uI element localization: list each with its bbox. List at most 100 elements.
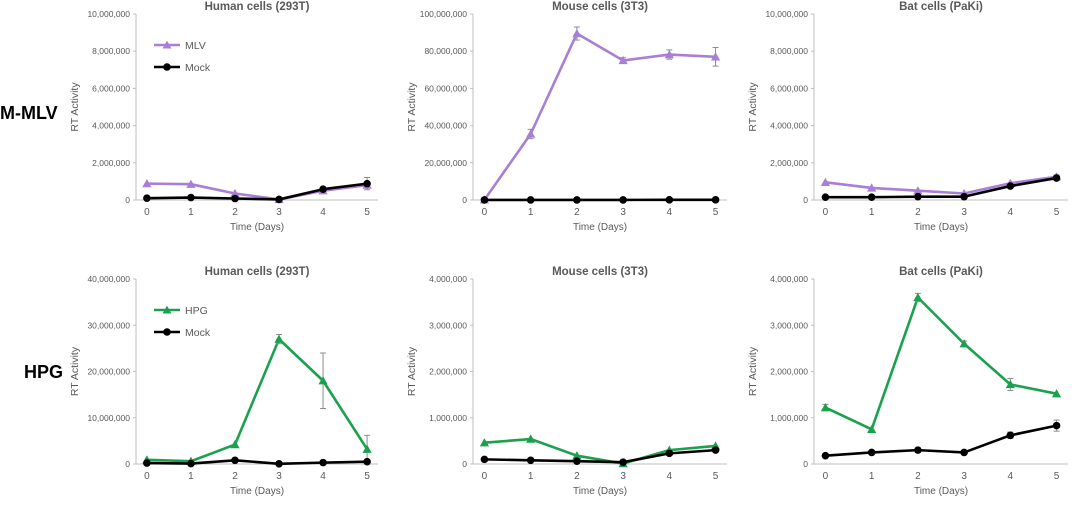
x-tick-label: 4	[320, 471, 326, 482]
y-tick-label: 8,000,000	[92, 46, 130, 56]
x-tick-label: 0	[482, 471, 488, 482]
legend-label: HPG	[185, 305, 208, 317]
x-tick-label: 0	[144, 471, 150, 482]
x-axis-label: Time (Days)	[230, 486, 284, 497]
series-mock	[480, 196, 720, 204]
y-tick-label: 1,000,000	[770, 413, 808, 423]
x-tick-label: 3	[961, 207, 967, 218]
panel-0: Human cells (293T) 0 2,000,000 4,000,000 6,0…	[69, 1, 378, 233]
data-point-circle	[231, 456, 239, 465]
legend-label: Mock	[185, 62, 211, 74]
data-point-circle	[821, 451, 830, 460]
x-axis-label: Time (Days)	[914, 222, 968, 233]
series-mlv	[479, 26, 721, 204]
x-axis-label: Time (Days)	[914, 486, 968, 497]
y-tick-label: 4,000,000	[770, 274, 808, 284]
y-tick-label: 4,000,000	[429, 274, 467, 284]
y-tick-label: 6,000,000	[770, 83, 808, 93]
panel-2: Bat cells (PaKi) 0 2,000,000 4,000,000 6,000…	[747, 1, 1068, 233]
series-line-hpg	[824, 296, 1057, 431]
data-point-triangle	[1005, 379, 1015, 389]
x-tick-label: 3	[276, 207, 282, 218]
data-point-circle	[526, 196, 535, 204]
data-point-triangle	[318, 376, 328, 385]
data-point-triangle	[913, 186, 923, 195]
data-point-circle	[363, 457, 371, 466]
x-tick-label: 2	[232, 207, 238, 218]
y-tick-label: 40,000,000	[424, 121, 467, 131]
y-axis-label: RT Activity	[406, 82, 418, 132]
data-point-triangle	[142, 179, 152, 188]
y-tick-label: 10,000,000	[765, 9, 808, 19]
x-tick-label: 1	[528, 207, 534, 218]
data-point-triangle	[572, 451, 582, 460]
data-point-circle	[1006, 182, 1015, 190]
data-point-circle	[187, 459, 195, 468]
data-point-circle	[573, 196, 581, 204]
y-tick-label: 2,000,000	[770, 367, 808, 377]
x-tick-label: 5	[1054, 207, 1060, 218]
data-point-circle	[619, 458, 627, 466]
y-tick-label: 0	[462, 195, 467, 205]
x-tick-label: 5	[713, 207, 719, 218]
x-axis-label: Time (Days)	[230, 222, 284, 233]
data-point-triangle	[664, 49, 674, 59]
y-tick-label: 10,000,000	[87, 413, 130, 423]
legend-swatch-marker	[162, 305, 172, 314]
data-point-circle	[187, 193, 195, 202]
y-tick-label: 2,000,000	[429, 367, 467, 377]
data-point-circle	[275, 195, 283, 204]
data-point-triangle	[479, 438, 490, 447]
y-tick-label: 10,000,000	[87, 9, 130, 19]
y-tick-label: 4,000,000	[92, 121, 130, 131]
data-point-circle	[319, 458, 327, 467]
y-tick-label: 3,000,000	[770, 320, 808, 330]
data-point-triangle	[710, 52, 721, 61]
legend-swatch-marker	[163, 328, 171, 336]
x-tick-label: 2	[574, 207, 580, 218]
data-point-circle	[1052, 421, 1061, 430]
y-tick-label: 100,000,000	[420, 9, 468, 19]
x-tick-label: 5	[1054, 471, 1060, 482]
series-line-mlv	[483, 32, 716, 201]
data-point-circle	[711, 446, 720, 454]
legend: MLV Mock	[154, 40, 211, 74]
panel-1: Mouse cells (3T3) 0 20,000,000 40,000,000 60…	[406, 1, 727, 233]
x-tick-label: 3	[620, 207, 626, 218]
y-tick-label: 80,000,000	[424, 46, 467, 56]
x-tick-label: 5	[713, 471, 719, 482]
x-tick-label: 2	[574, 471, 580, 482]
y-axis-label: RT Activity	[747, 346, 759, 396]
y-tick-label: 30,000,000	[87, 320, 130, 330]
data-point-circle	[619, 196, 627, 204]
y-tick-label: 8,000,000	[770, 46, 808, 56]
x-tick-label: 0	[823, 207, 829, 218]
legend-item-mlv: MLV	[154, 40, 206, 52]
data-point-circle	[960, 448, 968, 457]
y-tick-label: 60,000,000	[424, 83, 467, 93]
x-tick-label: 2	[915, 207, 921, 218]
data-point-circle	[867, 193, 876, 202]
data-point-circle	[363, 179, 371, 188]
data-point-triangle	[913, 292, 923, 302]
y-tick-label: 20,000,000	[87, 367, 130, 377]
y-axis-label: RT Activity	[69, 82, 81, 132]
data-point-circle	[867, 448, 876, 457]
legend-label: MLV	[185, 40, 206, 52]
data-point-circle	[143, 459, 151, 467]
x-tick-label: 3	[276, 471, 282, 482]
data-point-circle	[914, 192, 922, 201]
x-tick-label: 5	[364, 471, 370, 482]
series-line-hpg	[484, 437, 716, 465]
y-axis-label: RT Activity	[406, 346, 418, 396]
chart-title: Bat cells (PaKi)	[899, 1, 983, 13]
data-point-circle	[665, 449, 674, 458]
x-tick-label: 3	[961, 471, 967, 482]
data-point-triangle	[526, 129, 536, 138]
chart-title: Bat cells (PaKi)	[899, 266, 983, 278]
x-tick-label: 0	[144, 207, 150, 218]
data-point-circle	[960, 192, 968, 201]
x-tick-label: 1	[869, 207, 875, 218]
x-axis-label: Time (Days)	[573, 486, 627, 497]
